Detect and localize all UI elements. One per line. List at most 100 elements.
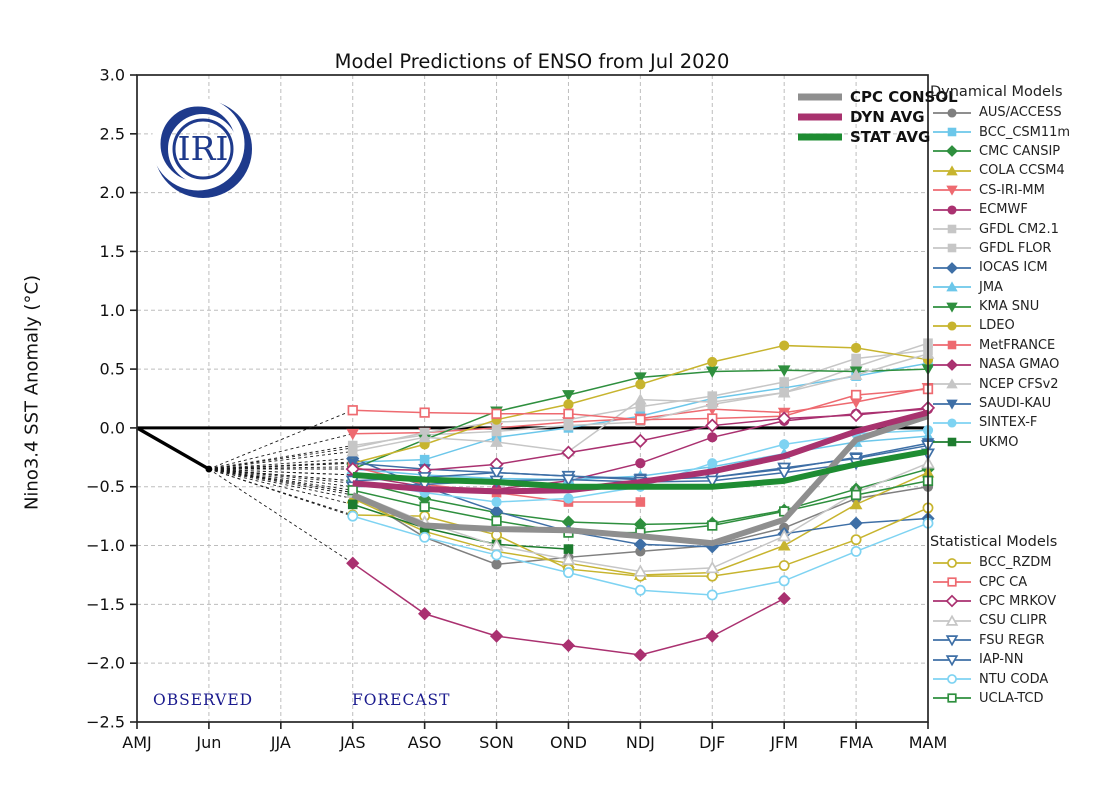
y-tick-label: −0.5 <box>86 477 125 496</box>
square-marker-icon <box>850 489 862 501</box>
dynamical-models-header: Dynamical Models <box>930 84 1063 100</box>
average-line <box>352 409 929 495</box>
triangle-up-marker-icon <box>946 165 958 176</box>
legend-item-label: IAP-NN <box>979 652 1024 668</box>
square-icon <box>933 577 971 587</box>
circle-marker-icon <box>850 545 862 557</box>
legend-item-label: CPC CA <box>979 574 1028 590</box>
circle-marker-icon <box>778 575 790 587</box>
triangle-down-marker-icon <box>346 428 360 441</box>
square-marker-icon <box>419 501 430 512</box>
circle-marker-icon <box>563 567 574 579</box>
circle-marker-icon <box>947 674 957 684</box>
diamond-marker-icon <box>848 407 864 423</box>
legend-item-label: NASA GMAO <box>979 357 1060 373</box>
legend-item: SINTEX-F <box>930 413 1098 432</box>
forecast-fan-line <box>208 433 353 470</box>
diamond-marker-icon <box>418 607 432 621</box>
circle-marker-icon <box>635 458 646 469</box>
triangle-up-marker-icon <box>346 445 360 457</box>
circle-icon <box>933 108 971 118</box>
square-marker-icon <box>491 426 502 437</box>
observed-line <box>136 426 210 471</box>
triangle-up-marker-icon <box>946 281 958 292</box>
forecast-fan-line <box>208 468 353 488</box>
observed-point <box>205 465 213 473</box>
legend-item-label: FSU REGR <box>979 632 1045 648</box>
diamond-marker-icon <box>561 445 576 460</box>
legend-item: FSU REGR <box>930 631 1098 650</box>
y-tick-label: −1.0 <box>86 536 125 555</box>
legend-item: BCC_CSM11m <box>930 122 1098 141</box>
diamond-marker-icon <box>633 433 648 448</box>
circle-marker-icon <box>779 340 790 351</box>
square-icon <box>933 438 971 447</box>
triangle-up-marker-icon <box>418 431 431 443</box>
iri-logo-text: IRI <box>178 129 229 168</box>
forecast-fan-line <box>208 468 353 505</box>
x-tick-label: DJF <box>699 733 725 752</box>
y-tick-label: −2.0 <box>86 654 125 673</box>
circle-marker-icon <box>947 418 957 428</box>
forecast-fan-line <box>208 468 353 517</box>
triangle-up-marker-icon <box>777 529 792 542</box>
legend-item: GFDL CM2.1 <box>930 219 1098 238</box>
legend-item: CPC CA <box>930 572 1098 591</box>
average-legend-label: CPC CONSOL <box>850 88 958 106</box>
circle-marker-icon <box>347 510 359 522</box>
legend-item: JMA <box>930 278 1098 297</box>
diamond-icon <box>933 261 971 274</box>
square-marker-icon <box>635 414 646 425</box>
circle-marker-icon <box>563 493 574 504</box>
triangle-down-marker-icon <box>777 467 792 480</box>
circle-marker-icon <box>850 342 862 354</box>
statistical-models-legend: Statistical Models BCC_RZDM CPC CA CPC MRK… <box>930 534 1098 708</box>
diamond-marker-icon <box>346 556 360 570</box>
circle-marker-icon <box>947 108 957 118</box>
observed-label: OBSERVED <box>153 691 254 709</box>
diamond-icon <box>933 145 971 158</box>
average-line <box>352 448 929 490</box>
circle-icon <box>933 674 971 684</box>
legend-item: ECMWF <box>930 200 1098 219</box>
legend-item: GFDL FLOR <box>930 239 1098 258</box>
triangle-up-marker-icon <box>490 435 503 447</box>
legend-item: CS-IRI-MM <box>930 181 1098 200</box>
circle-marker-icon <box>778 560 790 571</box>
square-icon <box>933 244 971 253</box>
triangle-up-marker-icon <box>633 564 648 577</box>
square-marker-icon <box>850 389 862 401</box>
square-marker-icon <box>491 515 502 526</box>
forecast-fan-line <box>208 468 353 564</box>
diamond-marker-icon <box>633 537 647 551</box>
legend-item: BCC_RZDM <box>930 553 1098 572</box>
iri-logo-crescent-cut <box>151 97 245 191</box>
average-legend-label: DYN AVG <box>850 108 925 126</box>
legend-item-label: ECMWF <box>979 202 1028 218</box>
square-marker-icon <box>347 499 358 510</box>
square-marker-icon <box>635 497 646 507</box>
triangle-down-marker-icon <box>945 654 959 667</box>
triangle-down-marker-icon <box>946 399 958 410</box>
diamond-marker-icon <box>489 504 504 519</box>
circle-marker-icon <box>563 399 574 410</box>
triangle-up-marker-icon <box>777 539 791 551</box>
diamond-marker-icon <box>777 411 792 426</box>
legend-item: UKMO <box>930 433 1098 452</box>
y-tick-label: 2.5 <box>100 124 125 143</box>
forecast-fan-line <box>208 468 353 482</box>
diamond-marker-icon <box>946 358 958 371</box>
iri-logo-inner-ring <box>172 118 234 180</box>
forecast-fan-line <box>208 468 353 499</box>
circle-marker-icon <box>491 559 502 570</box>
legend-item: NCEP CFSv2 <box>930 374 1098 393</box>
legend-item: NTU CODA <box>930 669 1098 688</box>
circle-marker-icon <box>707 432 718 443</box>
triangle-up-marker-icon <box>705 395 719 407</box>
triangle-down-icon <box>933 654 971 667</box>
y-tick-label: 3.0 <box>100 66 125 85</box>
forecast-fan-line <box>208 447 353 470</box>
x-tick-label: OND <box>550 733 587 752</box>
legend-item-label: BCC_RZDM <box>979 555 1052 571</box>
